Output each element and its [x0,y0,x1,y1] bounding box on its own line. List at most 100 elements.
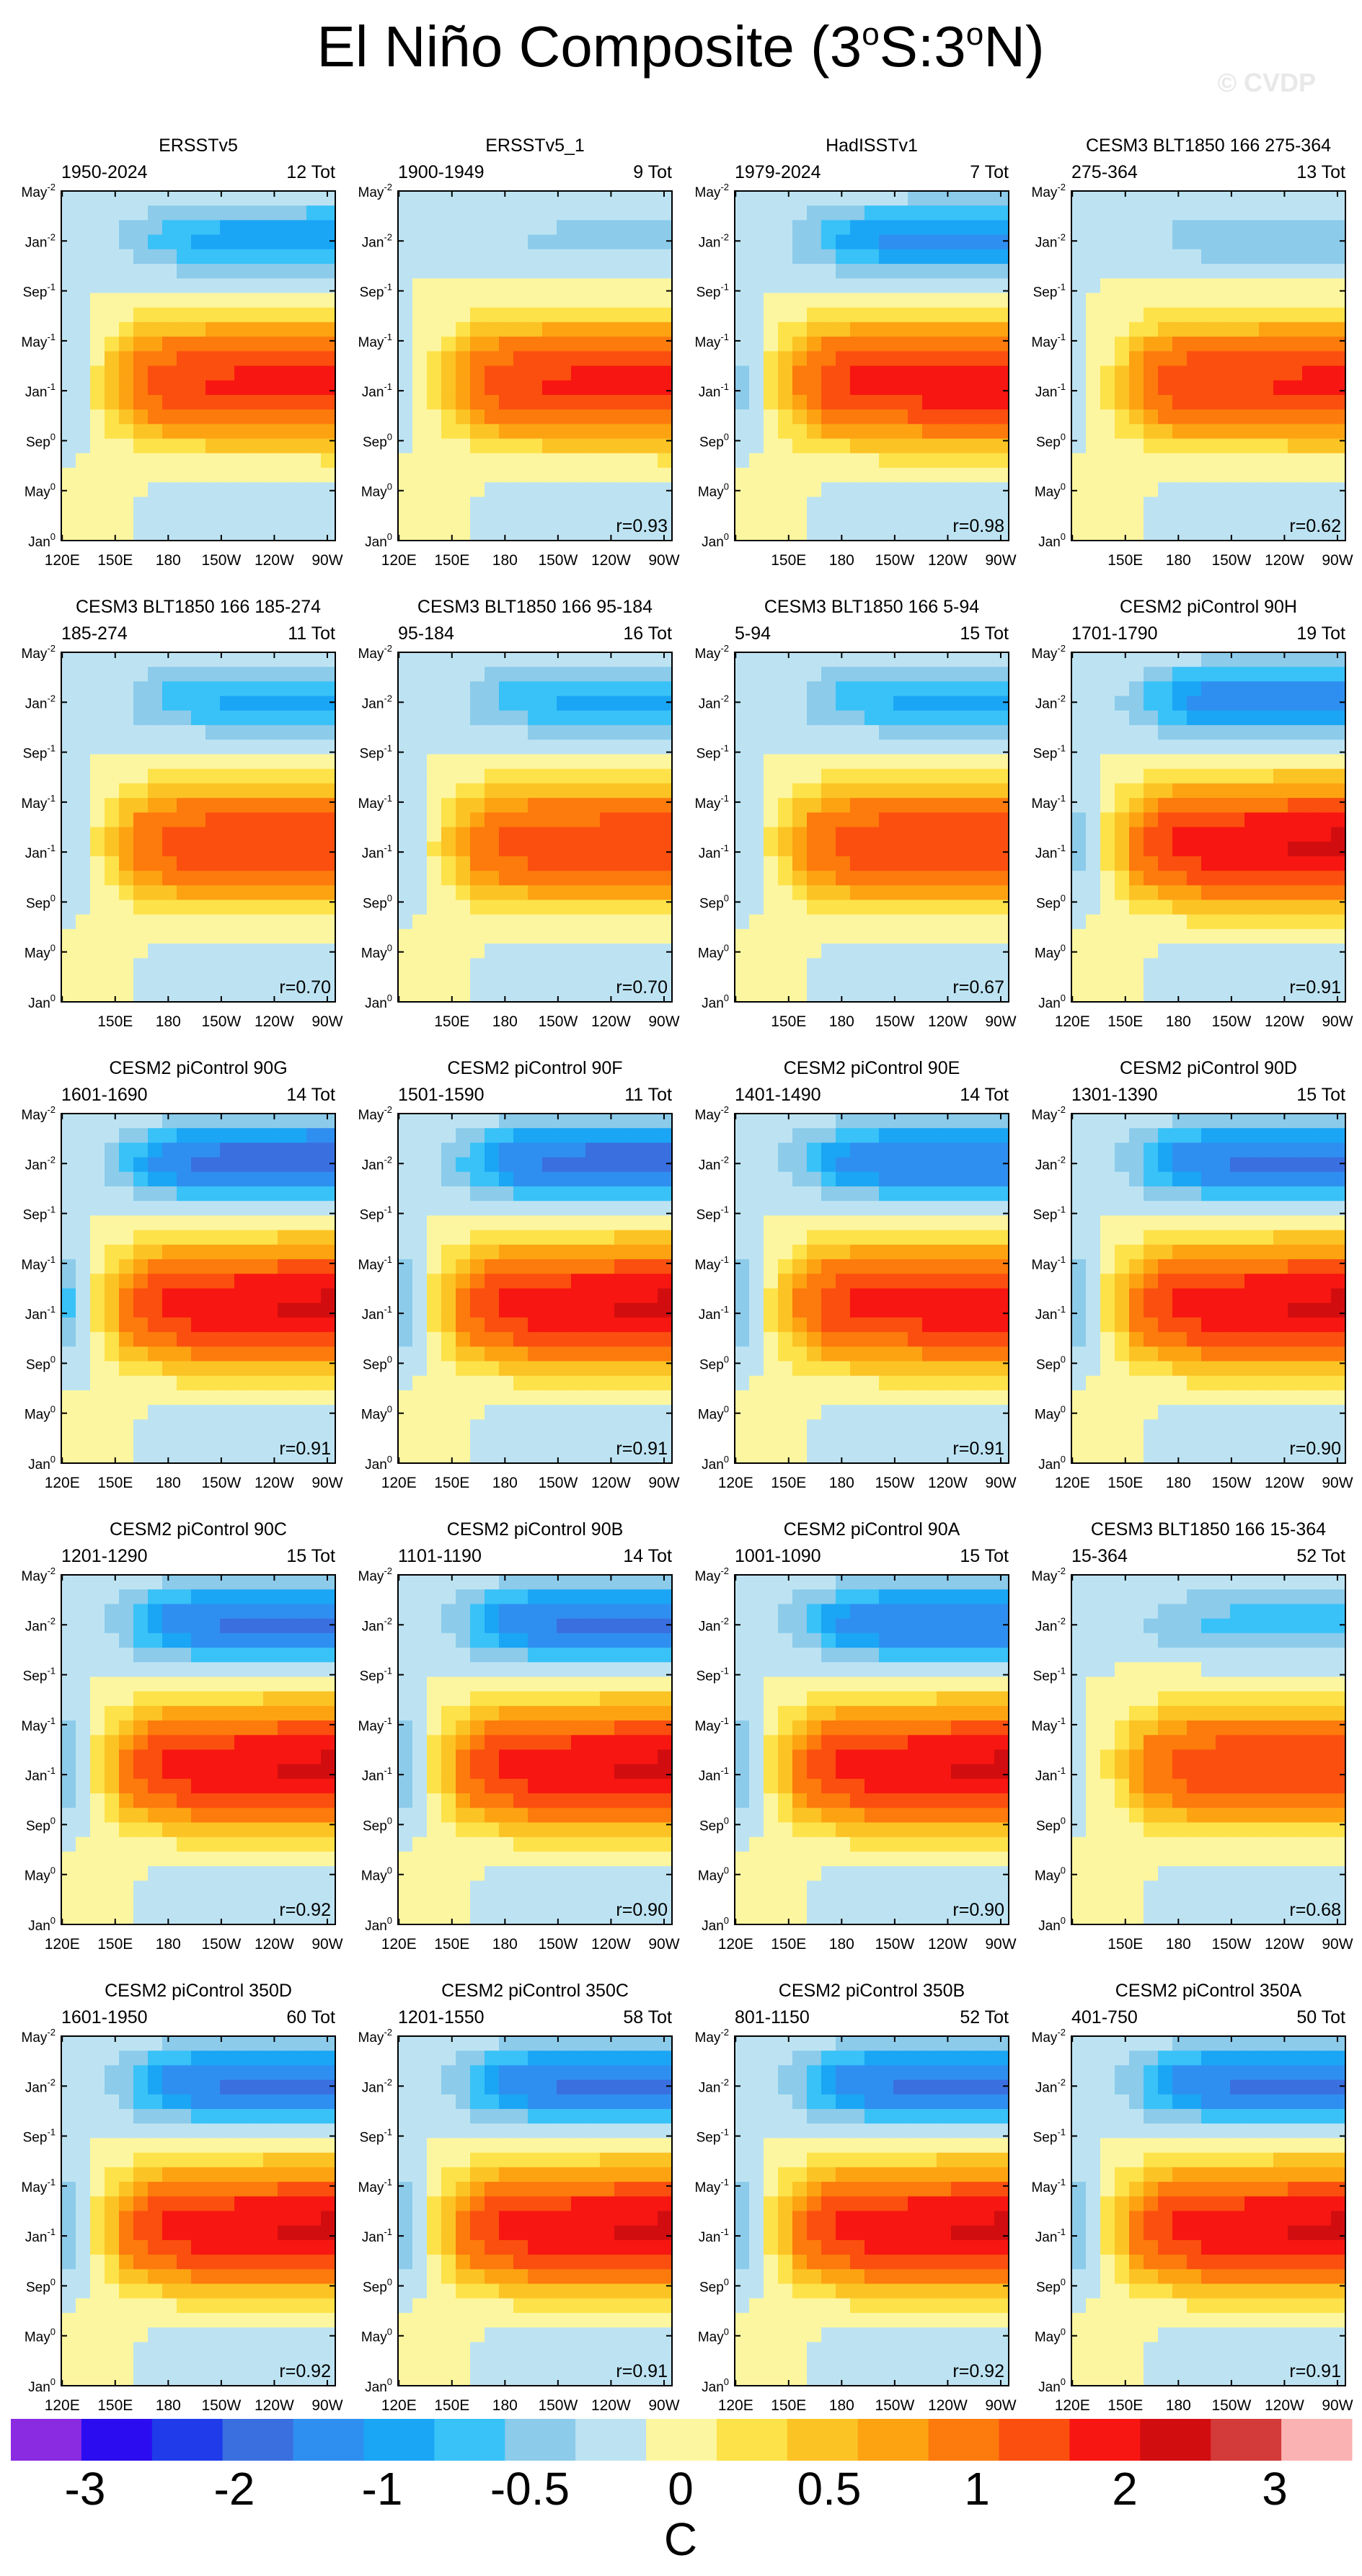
heatmap-cell [263,351,278,367]
watermark: © CVDP [1217,68,1316,97]
heatmap-cell [162,380,177,396]
heatmap-cell [1259,885,1274,901]
heatmap-cell [162,812,177,828]
heatmap-cell [90,1346,105,1362]
heatmap-cell [614,1332,629,1347]
heatmap-cell [441,1171,456,1187]
heatmap-cell [220,1361,235,1377]
heatmap-cell [61,321,76,337]
heatmap-cell [306,1302,322,1318]
heatmap-cell [105,1114,120,1129]
heatmap-cell [61,1201,76,1217]
heatmap-cell [1273,885,1288,901]
heatmap-cell [470,293,485,308]
heatmap-cell [1201,856,1216,871]
heatmap-cell [191,409,206,425]
heatmap-cell [513,438,529,454]
heatmap-cell [441,307,456,323]
heatmap-cell [292,1375,307,1391]
heatmap-cell [557,307,572,323]
heatmap-cell [263,652,278,667]
heatmap-cell [398,249,413,265]
heatmap-cell [850,681,865,697]
heatmap-cell [263,321,278,337]
heatmap-cell [90,337,105,352]
heatmap-cell [749,696,764,711]
heatmap-cell [427,987,442,1003]
heatmap-cell [908,856,923,871]
heatmap-cell [778,798,793,813]
heatmap-cell [1158,740,1173,755]
heatmap-cell [441,1419,456,1435]
heatmap-cell [220,943,235,959]
heatmap-cell [1172,696,1188,711]
heatmap-cell [1100,467,1115,483]
heatmap-cell [585,409,601,425]
heatmap-cell [321,1405,336,1420]
heatmap-cell [1230,278,1245,294]
heatmap-cell [1259,754,1274,770]
heatmap-cell [1100,394,1115,410]
heatmap-cell [499,453,514,468]
heatmap-cell [792,351,808,367]
heatmap-cell [764,900,779,915]
heatmap-cell [1158,856,1173,871]
heatmap-cell [162,754,177,770]
heatmap-cell [864,740,880,755]
heatmap-cell [1086,696,1101,711]
heatmap-cell [1115,812,1130,828]
heatmap-cell [600,1317,615,1333]
heatmap-cell [133,264,149,279]
heatmap-cell [585,987,601,1003]
heatmap-cell [1331,856,1346,871]
heatmap-cell [1302,278,1317,294]
heatmap-cell [249,1288,264,1304]
heatmap-cell [749,191,764,206]
heatmap-cell [61,798,76,813]
heatmap-cell [836,497,851,512]
heatmap-cell [485,812,500,828]
heatmap-cell [1144,321,1159,337]
heatmap-cell [807,798,822,813]
heatmap-cell [557,1405,572,1420]
heatmap-cell [836,987,851,1003]
heatmap-cell [778,972,793,988]
heatmap-cell [470,482,485,497]
heatmap-cell [427,234,442,250]
heatmap-cell [278,1274,293,1289]
heatmap-cell [643,1419,658,1435]
heatmap-cell [499,885,514,901]
heatmap-cell [234,1434,249,1449]
heatmap-cell [643,856,658,871]
heatmap-cell [557,365,572,381]
heatmap-cell [749,337,764,352]
heatmap-cell [1288,871,1303,886]
heatmap-cell [879,987,894,1003]
heatmap-cell [764,914,779,930]
heatmap-cell [1230,725,1245,740]
heatmap-cell [629,754,644,770]
heatmap-cell [937,293,952,308]
heatmap-cell [614,409,629,425]
heatmap-cell [470,725,485,740]
heatmap-cell [177,1274,192,1289]
y-tick-label: May0 [698,481,729,500]
heatmap-cell [585,885,601,901]
heatmap-cell [220,497,235,512]
heatmap-cell [994,928,1009,944]
heatmap-cell [557,827,572,843]
heatmap-cell [263,856,278,871]
heatmap-cell [600,1375,615,1391]
y-tick-label: Sep-1 [697,743,729,762]
heatmap-cell [456,812,471,828]
heatmap-cell [513,754,529,770]
heatmap-cell [470,1244,485,1260]
heatmap-cell [292,1128,307,1144]
heatmap-cell [177,1244,192,1260]
heatmap-cell [643,871,658,886]
heatmap-cell [965,497,981,512]
heatmap-cell [220,1186,235,1202]
heatmap-cell [1144,249,1159,265]
heatmap-cell [629,740,644,755]
heatmap-cell [994,293,1009,308]
